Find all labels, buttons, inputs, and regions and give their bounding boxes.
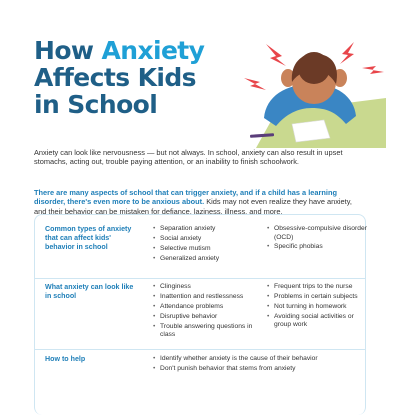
- title-line1-pre: How: [34, 36, 102, 65]
- row-divider: [35, 278, 365, 279]
- row-divider: [35, 349, 365, 350]
- row-list-right: Frequent trips to the nurse Problems in …: [267, 283, 367, 331]
- intro-followup: Kids may not even realize they have anxi…: [34, 197, 352, 216]
- list-item: Separation anxiety: [153, 225, 263, 234]
- list-item: Specific phobias: [267, 243, 367, 252]
- list-item: Obsessive-compulsive disorder (OCD): [267, 225, 367, 242]
- paper-sheet: [291, 119, 331, 143]
- row-label: How to help: [45, 355, 86, 363]
- list-item: Clinginess: [153, 283, 263, 292]
- pencil: [250, 133, 275, 138]
- stress-lines-icon: [244, 42, 384, 90]
- intro-highlight: There are many aspects of school that ca…: [34, 188, 337, 207]
- row-list-left: Separation anxiety Social anxiety Select…: [153, 225, 263, 265]
- row-list-left: Clinginess Inattention and restlessness …: [153, 283, 263, 341]
- table-row: What anxiety can look like in school Cli…: [45, 283, 358, 357]
- title-line2: Affects Kids: [34, 63, 197, 92]
- list-item: Avoiding social activities or group work: [267, 313, 367, 330]
- list-item: Generalized anxiety: [153, 255, 263, 264]
- list-item: Inattention and restlessness: [153, 293, 263, 302]
- page-title: How Anxiety Affects Kids in School: [34, 36, 205, 119]
- list-item: Not turning in homework: [267, 303, 367, 312]
- list-item: Identify whether anxiety is the cause of…: [153, 355, 373, 364]
- table-row: How to help Identify whether anxiety is …: [45, 355, 355, 395]
- list-item: Frequent trips to the nurse: [267, 283, 367, 292]
- left-hand: [281, 69, 295, 87]
- row-label: What anxiety can look like in school: [45, 283, 134, 300]
- row-label: Common types of anxiety that can affect …: [45, 225, 132, 251]
- info-table: Common types of anxiety that can affect …: [34, 214, 367, 415]
- intro-paragraph-1: Anxiety can look like nervousness — but …: [34, 148, 343, 167]
- list-item: Attendance problems: [153, 303, 263, 312]
- list-item: Don't punish behavior that stems from an…: [153, 365, 373, 374]
- row-list-left: Identify whether anxiety is the cause of…: [153, 355, 373, 375]
- list-item: Selective mutism: [153, 245, 263, 254]
- table-row: Common types of anxiety that can affect …: [45, 225, 367, 283]
- list-item: Problems in certain subjects: [267, 293, 367, 302]
- list-item: Trouble answering questions in class: [153, 323, 263, 340]
- title-accent-word: Anxiety: [101, 36, 205, 65]
- sweater: [264, 84, 356, 126]
- stressed-child-illustration: [244, 42, 386, 148]
- row-list-right: Obsessive-compulsive disorder (OCD) Spec…: [267, 225, 367, 253]
- hair-curls: [298, 52, 330, 84]
- intro-paragraph-2: There are many aspects of school that ca…: [34, 188, 364, 216]
- list-item: Disruptive behavior: [153, 313, 263, 322]
- list-item: Social anxiety: [153, 235, 263, 244]
- title-line3: in School: [34, 90, 158, 119]
